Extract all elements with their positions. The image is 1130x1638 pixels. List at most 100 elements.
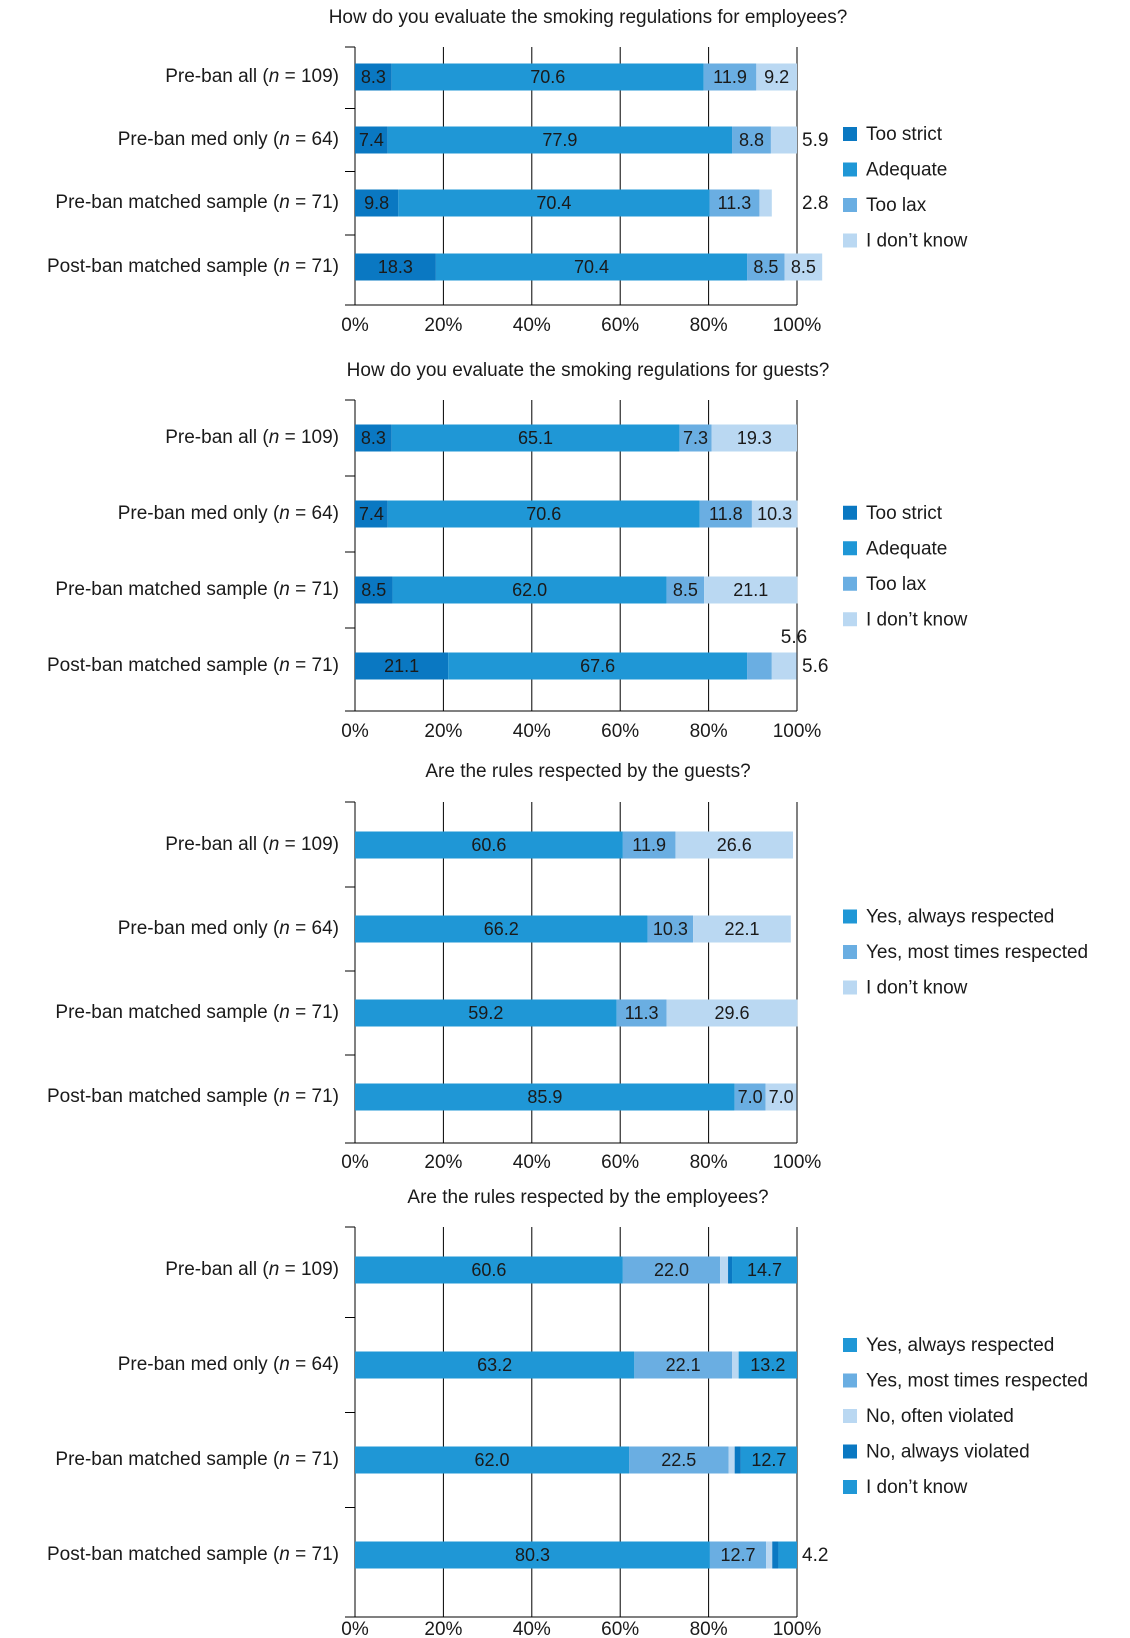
data-label: 14.7 — [747, 1260, 782, 1280]
data-label: 11.8 — [709, 504, 743, 524]
legend-label: Adequate — [866, 160, 947, 181]
category-label-pre-ban-matched: Pre-ban matched sample (n = 71) — [55, 192, 339, 213]
category-label-pre-ban-all: Pre-ban all (n = 109) — [165, 1259, 339, 1280]
bar-pre-ban-all-s0 — [355, 831, 623, 859]
category-label-pre-ban-med-only: Pre-ban med only (n = 64) — [118, 1354, 339, 1375]
legend-label: Yes, most times respected — [866, 1371, 1088, 1392]
bar-pre-ban-matched-s0 — [355, 189, 399, 217]
bar-post-ban-matched-s2 — [747, 652, 772, 680]
category-n: n — [279, 579, 290, 600]
bar-pre-ban-med-only-s3 — [770, 126, 797, 154]
category-n: n — [269, 1259, 280, 1280]
bar-pre-ban-med-only-s2 — [732, 1351, 739, 1379]
data-label: 11.3 — [625, 1003, 659, 1023]
bar-pre-ban-all-s1 — [622, 1256, 721, 1284]
category-label-pre-ban-matched: Pre-ban matched sample (n = 71) — [55, 579, 339, 600]
legend-swatch — [843, 233, 857, 248]
data-label: 8.5 — [361, 580, 386, 600]
bar-post-ban-matched-s1 — [709, 1541, 767, 1569]
legend-swatch — [843, 1444, 857, 1459]
data-label: 21.1 — [733, 580, 768, 600]
data-label: 11.9 — [632, 835, 666, 855]
data-label: 63.2 — [477, 1355, 512, 1375]
x-tick-label: 0% — [341, 1619, 369, 1638]
bar-pre-ban-all-s2 — [675, 831, 794, 859]
legend-swatch — [843, 1480, 857, 1494]
data-label: 9.2 — [764, 67, 789, 87]
bar-pre-ban-med-only-s2 — [732, 126, 771, 154]
data-label: 22.5 — [661, 1450, 696, 1470]
data-label: 70.6 — [530, 67, 565, 87]
bar-pre-ban-med-only-s0 — [355, 1351, 635, 1379]
bar-pre-ban-med-only-s4 — [738, 1351, 797, 1379]
category-n: n — [279, 1544, 290, 1565]
bar-post-ban-matched-s3 — [772, 1541, 779, 1569]
chart-title: Are the rules respected by the guests? — [425, 761, 750, 782]
category-n: n — [279, 503, 290, 524]
chart-1: How do you evaluate the smoking regulati… — [47, 7, 968, 336]
data-label: 70.4 — [536, 193, 571, 213]
legend-swatch — [843, 1409, 857, 1423]
bar-pre-ban-med-only-s2 — [693, 915, 791, 943]
data-label: 22.1 — [666, 1355, 701, 1375]
bar-pre-ban-matched-s2 — [666, 999, 798, 1027]
data-label: 21.1 — [384, 656, 419, 676]
chart-4: Are the rules respected by the employees… — [47, 1187, 1088, 1638]
bar-post-ban-matched-s2 — [747, 253, 785, 281]
bar-pre-ban-all-s0 — [355, 424, 392, 452]
data-label: 62.0 — [474, 1450, 509, 1470]
bar-pre-ban-matched-s1 — [629, 1446, 729, 1474]
legend-swatch — [843, 127, 857, 141]
legend-swatch — [843, 576, 857, 591]
x-tick-label: 20% — [424, 1619, 462, 1638]
data-label: 29.6 — [715, 1003, 750, 1023]
chart-3: Are the rules respected by the guests? 0%… — [47, 761, 1088, 1173]
legend-label: Too strict — [866, 503, 943, 524]
category-n: n — [269, 834, 280, 855]
x-tick-label: 20% — [424, 721, 462, 742]
category-label-post-ban-matched: Post-ban matched sample (n = 71) — [47, 1544, 339, 1565]
legend-label: I don’t know — [866, 609, 968, 630]
data-label: 62.0 — [512, 580, 547, 600]
data-label: 7.0 — [738, 1087, 763, 1107]
category-prefix: Pre-ban all ( — [165, 427, 269, 448]
bar-pre-ban-matched-s2 — [709, 189, 760, 217]
bar-pre-ban-med-only-s1 — [387, 126, 733, 154]
category-n: n — [279, 1449, 290, 1470]
x-tick-label: 80% — [690, 315, 728, 336]
data-label: 22.1 — [724, 919, 759, 939]
bar-post-ban-matched-s1 — [448, 652, 748, 680]
bar-pre-ban-med-only-s1 — [647, 915, 694, 943]
x-tick-label: 40% — [513, 1152, 551, 1173]
category-label-pre-ban-med-only: Pre-ban med only (n = 64) — [118, 918, 339, 939]
legend-label: Yes, most times respected — [866, 942, 1088, 963]
data-label: 26.6 — [717, 835, 752, 855]
x-tick-label: 0% — [341, 721, 369, 742]
category-label-pre-ban-matched: Pre-ban matched sample (n = 71) — [55, 1002, 339, 1023]
chart-title: Are the rules respected by the employees… — [407, 1187, 768, 1208]
legend-swatch — [843, 1338, 857, 1352]
data-label: 11.3 — [718, 193, 752, 213]
legend-swatch — [843, 162, 857, 177]
category-count: = 109) — [279, 66, 339, 87]
data-label: 19.3 — [737, 428, 772, 448]
chart-title: How do you evaluate the smoking regulati… — [347, 360, 830, 381]
data-label: 85.9 — [527, 1087, 562, 1107]
legend-swatch — [843, 505, 857, 520]
data-label: 10.3 — [653, 919, 688, 939]
data-label: 7.0 — [769, 1087, 794, 1107]
data-label: 67.6 — [580, 656, 615, 676]
x-tick-label: 60% — [601, 315, 639, 336]
legend-swatch — [843, 909, 857, 924]
bar-pre-ban-matched-s1 — [616, 999, 667, 1027]
bar-pre-ban-med-only-s2 — [699, 500, 752, 528]
bar-pre-ban-all-s3 — [711, 424, 797, 452]
bar-pre-ban-all-s4 — [732, 1256, 797, 1284]
category-label-pre-ban-all: Pre-ban all (n = 109) — [165, 427, 339, 448]
category-n: n — [279, 655, 290, 676]
x-tick-label: 100% — [773, 1152, 822, 1173]
x-tick-label: 0% — [341, 315, 369, 336]
x-tick-label: 20% — [424, 1152, 462, 1173]
category-count: = 109) — [279, 1259, 339, 1280]
bar-pre-ban-all-s2 — [720, 1256, 729, 1284]
